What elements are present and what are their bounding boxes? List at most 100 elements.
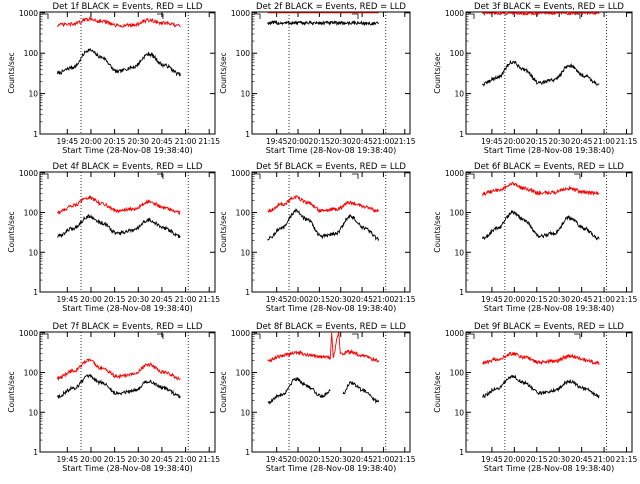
x-tick-label: 20:15	[104, 295, 126, 304]
corner-marker-left	[468, 173, 475, 179]
x-axis-label: Start Time (28-Nov-08 19:38:40)	[266, 304, 396, 313]
x-tick-label: 20:30	[548, 295, 570, 304]
y-tick-label: 10	[240, 248, 250, 257]
x-tick-label: 19:45	[481, 455, 503, 464]
x-tick-label: 19:45	[57, 137, 79, 146]
x-tick-label: 20:15	[309, 295, 331, 304]
panel-det-7: Det 7f BLACK = Events, RED = LLD 1 10 100 10…	[7, 322, 220, 473]
y-axis-label: Counts/sec	[219, 371, 228, 412]
x-tick-label: 21:00	[175, 295, 197, 304]
y-tick-label: 10	[28, 408, 38, 417]
x-tick-label: 20:00	[287, 137, 309, 146]
x-tick-label: 19:45	[266, 455, 288, 464]
y-tick-label: 10	[454, 408, 464, 417]
corner-marker-left	[42, 13, 49, 19]
corner-marker-right	[574, 13, 581, 19]
x-tick-label: 21:00	[373, 137, 395, 146]
x-tick-label: 21:00	[593, 137, 615, 146]
y-tick-label: 100	[236, 49, 251, 58]
y-tick-label: 100	[450, 369, 465, 378]
panel-title: Det 4f BLACK = Events, RED = LLD	[53, 162, 203, 172]
y-tick-label: 100	[24, 369, 39, 378]
events-series-line	[57, 213, 181, 239]
events-series-line	[267, 19, 379, 27]
panel-det-8: Det 8f BLACK = Events, RED = LLD 1 10 100 10…	[219, 322, 416, 473]
y-tick-label: 1	[33, 448, 38, 457]
x-axis-label: Start Time (28-Nov-08 19:38:40)	[62, 464, 192, 473]
corner-marker-left	[42, 173, 49, 179]
plot-frame	[251, 331, 411, 453]
y-tick-label: 1	[33, 288, 38, 297]
x-axis-label: Start Time (28-Nov-08 19:38:40)	[62, 304, 192, 313]
x-tick-label: 19:45	[266, 137, 288, 146]
y-tick-label: 1	[245, 448, 250, 457]
panel-det-4: Det 4f BLACK = Events, RED = LLD 1 10 100 10…	[7, 162, 220, 313]
x-tick-label: 20:15	[104, 137, 126, 146]
x-tick-label: 20:15	[104, 455, 126, 464]
panel-title: Det 2f BLACK = Events, RED = LLD	[256, 2, 406, 12]
events-series-line	[267, 207, 380, 242]
x-tick-label: 19:45	[57, 295, 79, 304]
x-tick-label: 21:00	[593, 455, 615, 464]
x-tick-label: 20:45	[351, 137, 373, 146]
y-axis-label: Counts/sec	[433, 371, 442, 412]
x-tick-label: 20:00	[80, 137, 102, 146]
x-tick-label: 21:00	[373, 295, 395, 304]
panel-title: Det 8f BLACK = Events, RED = LLD	[256, 322, 406, 332]
panel-title: Det 7f BLACK = Events, RED = LLD	[53, 322, 203, 332]
y-axis-label: Counts/sec	[7, 52, 16, 93]
events-series-line	[482, 59, 600, 87]
y-tick-label: 1	[459, 448, 464, 457]
corner-marker-right	[352, 173, 359, 179]
corner-marker-right	[574, 333, 581, 339]
y-axis-label: Counts/sec	[433, 52, 442, 93]
lld-series-line	[57, 194, 181, 216]
corner-marker-left	[254, 333, 261, 339]
x-tick-label: 20:30	[330, 455, 352, 464]
lld-series-line	[56, 358, 181, 382]
y-tick-label: 1	[245, 130, 250, 139]
x-tick-label: 21:00	[593, 295, 615, 304]
y-tick-label: 10	[240, 408, 250, 417]
plot-frame	[39, 171, 216, 293]
plot-frame	[465, 11, 633, 135]
y-tick-label: 100	[236, 209, 251, 218]
x-tick-label: 21:15	[616, 455, 638, 464]
x-tick-label: 20:45	[151, 295, 173, 304]
y-axis-label: Counts/sec	[433, 211, 442, 252]
y-tick-label: 1	[245, 288, 250, 297]
x-tick-label: 20:00	[80, 295, 102, 304]
lld-series-line	[482, 351, 600, 366]
x-tick-label: 20:45	[151, 137, 173, 146]
x-tick-label: 21:15	[394, 455, 416, 464]
x-tick-label: 20:00	[287, 455, 309, 464]
y-tick-label: 10	[28, 248, 38, 257]
x-tick-label: 20:45	[571, 137, 593, 146]
corner-marker-right	[574, 173, 581, 179]
y-tick-label: 100	[24, 49, 39, 58]
x-tick-label: 19:45	[266, 295, 288, 304]
x-axis-label: Start Time (28-Nov-08 19:38:40)	[484, 146, 614, 155]
y-tick-label: 1000	[445, 9, 464, 18]
x-tick-label: 20:00	[504, 137, 526, 146]
x-tick-label: 21:00	[373, 455, 395, 464]
x-tick-label: 21:15	[198, 295, 220, 304]
y-tick-label: 1	[459, 288, 464, 297]
plot-frame	[251, 11, 411, 135]
y-tick-label: 1000	[231, 169, 250, 178]
panel-title: Det 6f BLACK = Events, RED = LLD	[474, 162, 624, 172]
lld-series-line	[267, 194, 379, 214]
panel-title: Det 9f BLACK = Events, RED = LLD	[474, 322, 624, 332]
x-axis-label: Start Time (28-Nov-08 19:38:40)	[266, 464, 396, 473]
x-tick-label: 21:15	[394, 295, 416, 304]
lld-series-line	[482, 11, 600, 17]
y-tick-label: 10	[240, 90, 250, 99]
y-tick-label: 10	[454, 90, 464, 99]
x-tick-label: 20:15	[526, 137, 548, 146]
x-tick-label: 20:00	[287, 295, 309, 304]
corner-marker-right	[352, 333, 359, 339]
plot-frame	[465, 331, 633, 453]
x-tick-label: 20:30	[127, 455, 149, 464]
